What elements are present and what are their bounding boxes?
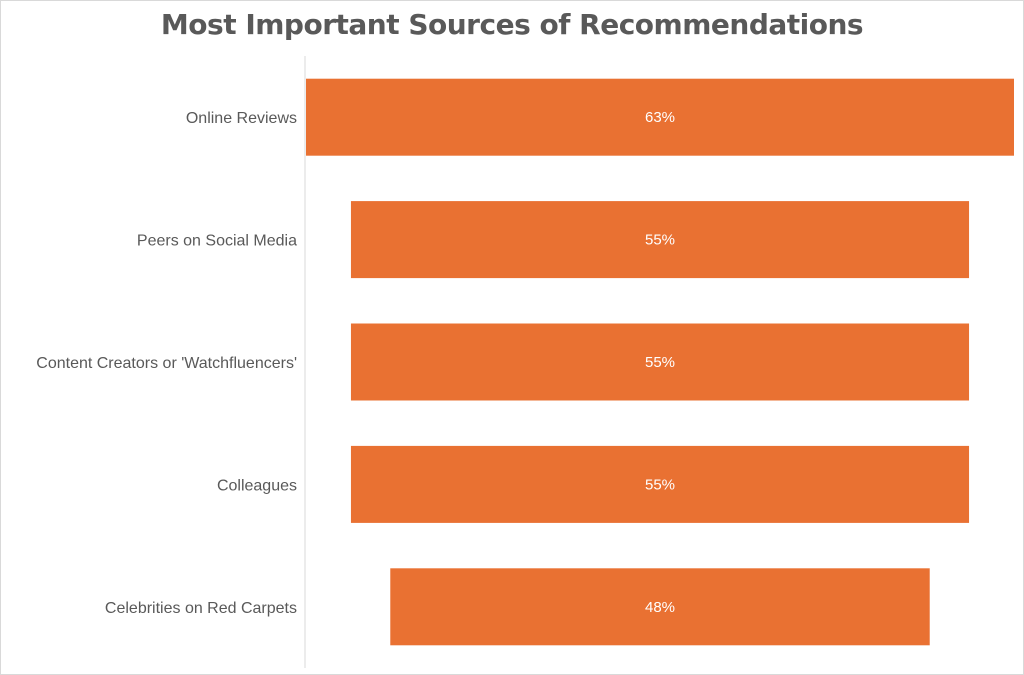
category-label-4: Celebrities on Red Carpets (105, 600, 297, 617)
category-label-1: Peers on Social Media (137, 233, 297, 250)
bar-2 (350, 323, 970, 401)
data-label-2: 55% (645, 354, 675, 371)
data-label-3: 55% (645, 476, 675, 493)
category-label-2: Content Creators or 'Watchfluencers' (36, 355, 297, 372)
data-label-0: 63% (645, 109, 675, 126)
bar-4 (390, 568, 930, 646)
category-label-3: Colleagues (217, 477, 297, 494)
bar-3 (350, 445, 970, 523)
bar-1 (350, 201, 970, 279)
data-label-1: 55% (645, 232, 675, 249)
bars-group: 63% Online Reviews 55% Peers on Social Medi… (36, 78, 1014, 646)
chart-title: Most Important Sources of Recommendation… (160, 8, 864, 41)
data-label-4: 48% (645, 599, 675, 616)
bar-0 (306, 78, 1014, 156)
category-label-0: Online Reviews (186, 110, 297, 127)
